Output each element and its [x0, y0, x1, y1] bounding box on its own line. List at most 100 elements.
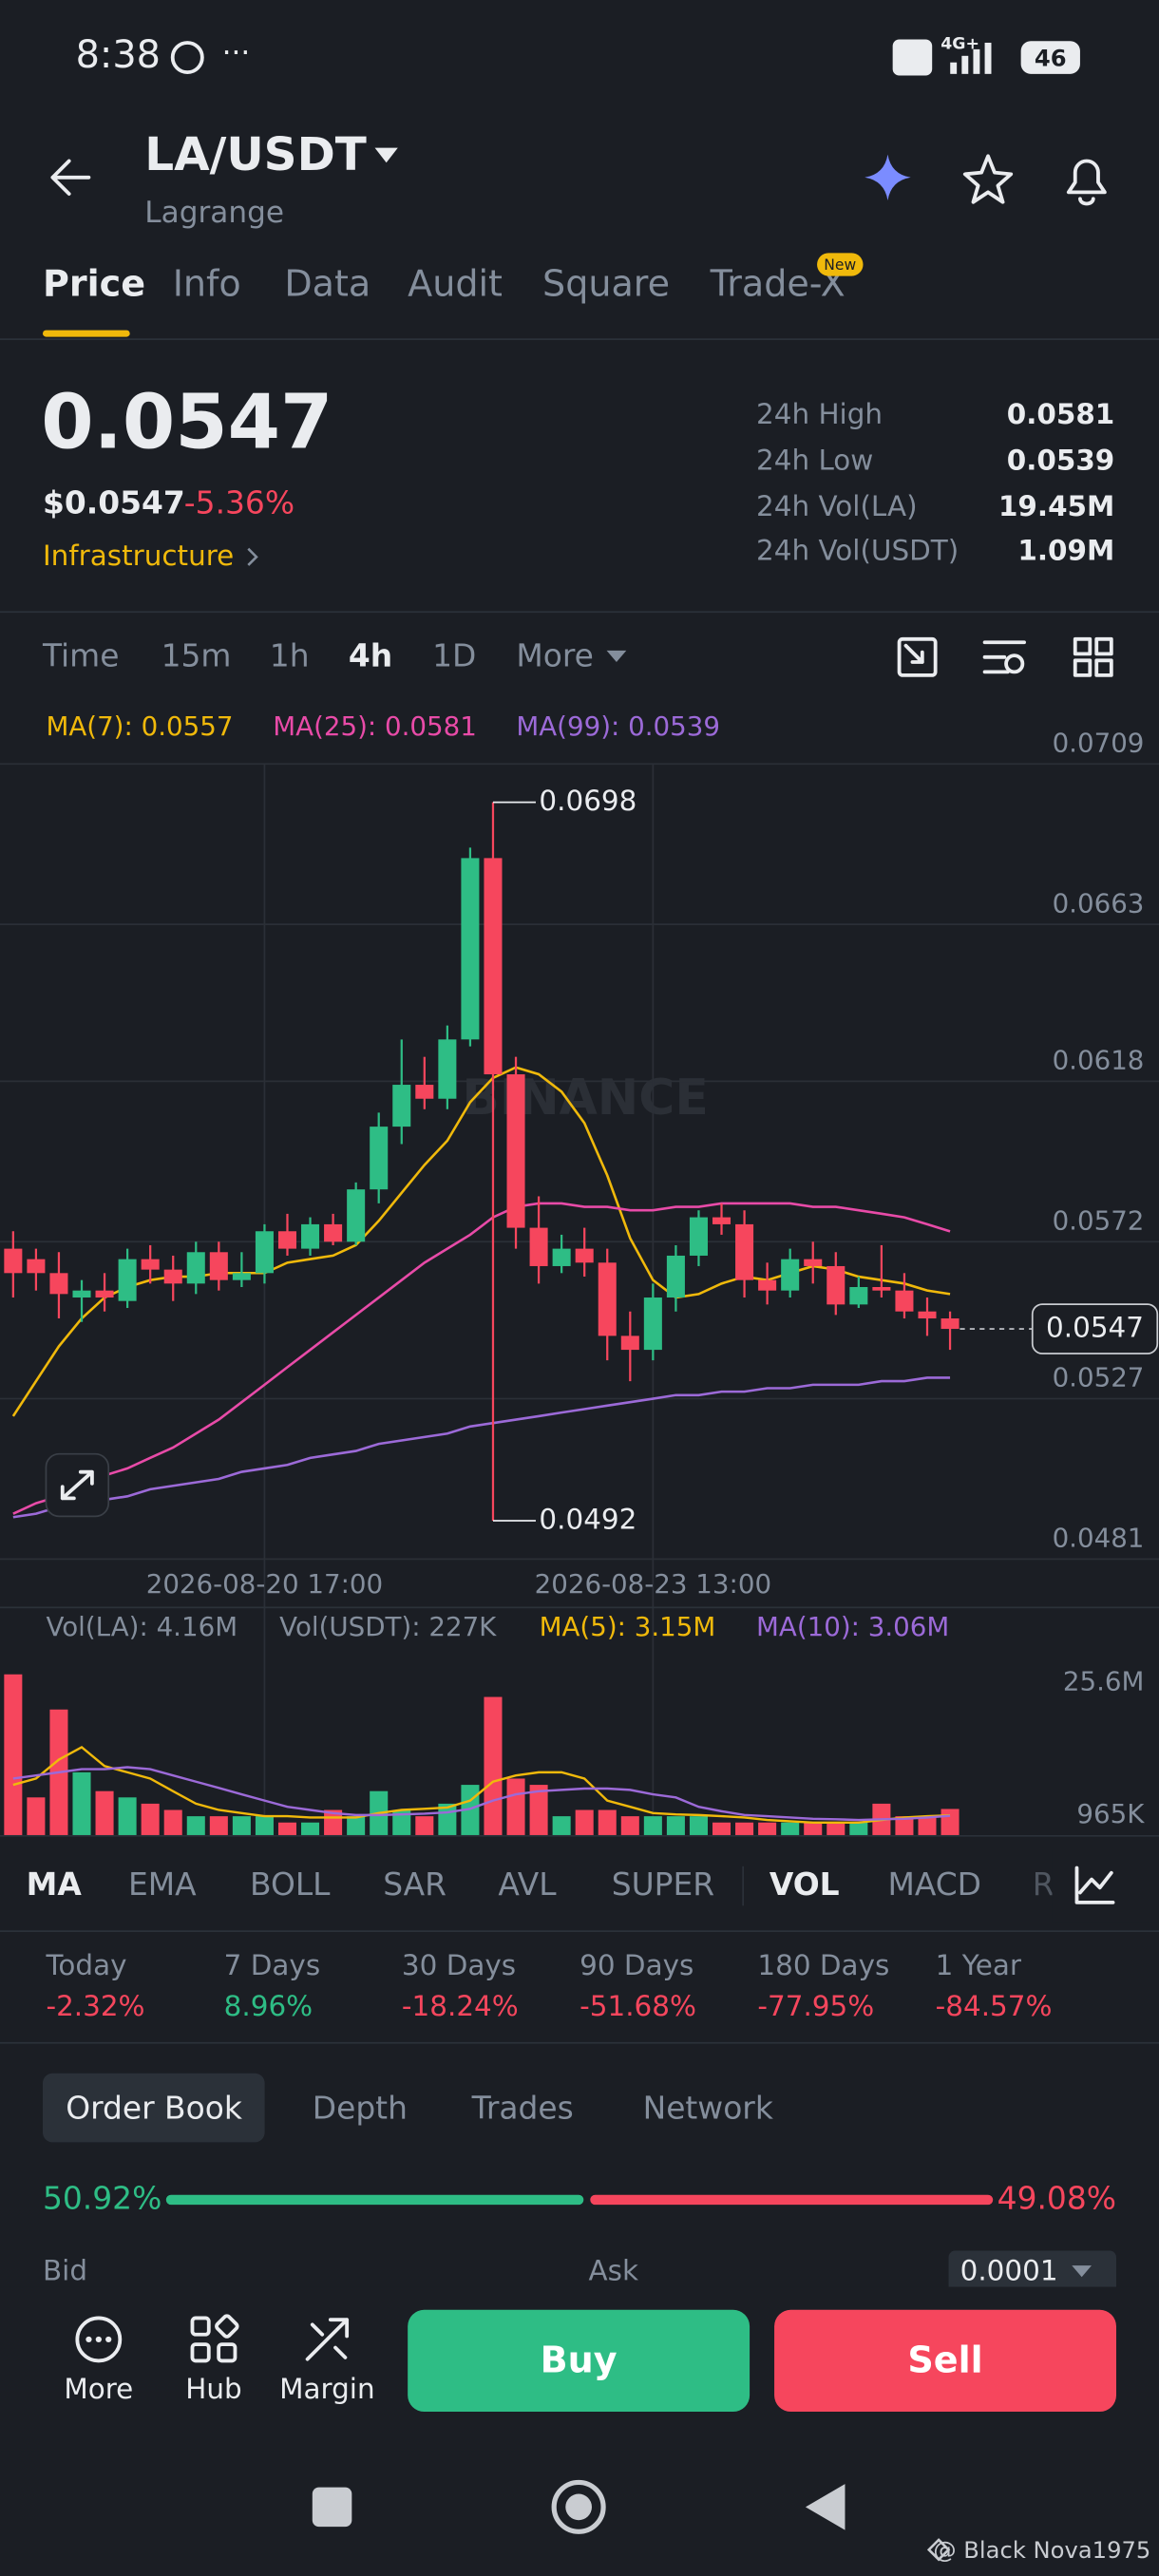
timeframe[interactable]: Time	[42, 636, 119, 673]
tab[interactable]: Audit	[408, 262, 503, 304]
volume-bar	[484, 1696, 503, 1835]
volume-bar	[415, 1816, 434, 1835]
chart-watermark: BINANCE	[462, 1070, 708, 1127]
stat-label: 24h High	[756, 398, 883, 430]
ma-line	[12, 1202, 951, 1515]
nav-home[interactable]	[551, 2479, 606, 2534]
indicator[interactable]: SUPER	[612, 1866, 714, 1903]
new-badge-text: New	[824, 256, 856, 274]
volume-bar	[232, 1816, 251, 1835]
ask-bar	[590, 2194, 994, 2206]
volte-icon	[892, 39, 933, 76]
indicator[interactable]: MACD	[887, 1866, 981, 1903]
candle-body	[712, 1217, 732, 1224]
volume-bar	[849, 1822, 868, 1835]
legend-label: Vol(USDT): 227K	[279, 1611, 497, 1642]
candle-body	[872, 1286, 891, 1291]
indicator[interactable]: AVL	[498, 1866, 557, 1903]
credit: @ Black Nova1975	[933, 2537, 1150, 2564]
last-price: 0.0547	[41, 378, 332, 466]
period-change: -77.95%	[757, 1990, 874, 2022]
candle-body	[415, 1085, 434, 1099]
volume-bar	[895, 1816, 914, 1835]
usd-price: $0.0547	[43, 483, 185, 521]
candle-body	[277, 1231, 297, 1249]
action-label[interactable]: Margin	[279, 2373, 374, 2405]
action-label[interactable]: Hub	[185, 2373, 241, 2405]
candle-body	[438, 1039, 457, 1099]
sector-link[interactable]: Infrastructure	[43, 540, 234, 572]
y-tick-label: 0.0709	[1053, 728, 1145, 759]
indicator[interactable]: SAR	[383, 1866, 446, 1903]
precision-select[interactable]	[948, 2250, 1117, 2294]
period-label: 7 Days	[224, 1949, 320, 1981]
candle-body	[461, 858, 480, 1040]
indicator[interactable]: BOLL	[250, 1866, 331, 1903]
timeframe[interactable]: 15m	[162, 636, 232, 673]
timeframe[interactable]: 4h	[349, 636, 392, 673]
tab[interactable]: Square	[542, 262, 670, 304]
chart-tools[interactable]	[897, 636, 1113, 677]
period-change: -18.24%	[402, 1990, 519, 2022]
bid-bar	[165, 2194, 584, 2206]
more-icon[interactable]	[75, 2316, 123, 2363]
nav-back[interactable]	[805, 2484, 846, 2530]
candle-body	[4, 1248, 23, 1274]
volume-bar	[940, 1809, 960, 1835]
indicator[interactable]: EMA	[128, 1866, 197, 1903]
indicator-settings[interactable]	[1074, 1866, 1115, 1904]
volume-bar	[118, 1797, 137, 1835]
timeframe[interactable]: More	[516, 636, 593, 673]
sell-button[interactable]	[774, 2309, 1117, 2413]
candle-body	[27, 1259, 46, 1274]
pair-dropdown[interactable]	[374, 147, 398, 163]
candle-body	[529, 1227, 548, 1266]
ma-line	[12, 1745, 951, 1825]
back-button[interactable]	[50, 159, 91, 196]
period-label: 90 Days	[580, 1949, 694, 1981]
candle-body	[689, 1217, 708, 1256]
ask-header: Ask	[589, 2255, 638, 2287]
ai-button[interactable]	[864, 154, 911, 201]
volume-bar	[529, 1785, 548, 1835]
book-tab[interactable]: Depth	[313, 2089, 408, 2126]
volume-bar	[4, 1674, 23, 1835]
period-change: -51.68%	[580, 1990, 696, 2022]
action-label[interactable]: More	[64, 2373, 133, 2405]
bid-ratio: 50.92%	[43, 2179, 162, 2216]
tab[interactable]: Data	[284, 262, 370, 304]
timeframe[interactable]: 1D	[432, 636, 476, 673]
volume-bar	[781, 1822, 800, 1835]
volume-bar	[712, 1822, 732, 1835]
tab[interactable]: Price	[43, 262, 145, 304]
book-tab[interactable]: Network	[643, 2089, 773, 2126]
new-badge	[817, 253, 864, 276]
book-tab[interactable]: Trades	[471, 2089, 574, 2126]
battery-icon	[1020, 41, 1080, 74]
legend-label: MA(25): 0.0581	[273, 710, 477, 742]
status-dots: ···	[222, 36, 251, 70]
timeframe[interactable]: 1h	[270, 636, 310, 673]
nav-recents[interactable]	[312, 2487, 352, 2528]
indicator[interactable]: VOL	[770, 1866, 840, 1903]
candle-body	[324, 1223, 343, 1242]
candle-body	[620, 1335, 639, 1351]
margin-icon[interactable]	[305, 2318, 350, 2361]
volume-bar	[643, 1816, 662, 1835]
candle-body	[575, 1248, 594, 1263]
expand-icon	[60, 1469, 94, 1501]
volume-bar	[735, 1822, 754, 1835]
book-tab[interactable]: Order Book	[66, 2089, 242, 2126]
alert-button[interactable]	[1066, 159, 1107, 206]
stat-value: 19.45M	[998, 490, 1114, 522]
pair-title[interactable]: LA/USDT	[144, 128, 367, 181]
buy-button[interactable]	[408, 2309, 750, 2413]
favorite-button[interactable]	[962, 154, 1014, 204]
tab[interactable]: Info	[173, 262, 241, 304]
indicator[interactable]: MA	[27, 1866, 83, 1903]
candle-body	[804, 1259, 823, 1266]
period-change: -84.57%	[936, 1990, 1053, 2022]
candle-body	[666, 1255, 685, 1298]
hub-icon[interactable]	[190, 2314, 239, 2363]
